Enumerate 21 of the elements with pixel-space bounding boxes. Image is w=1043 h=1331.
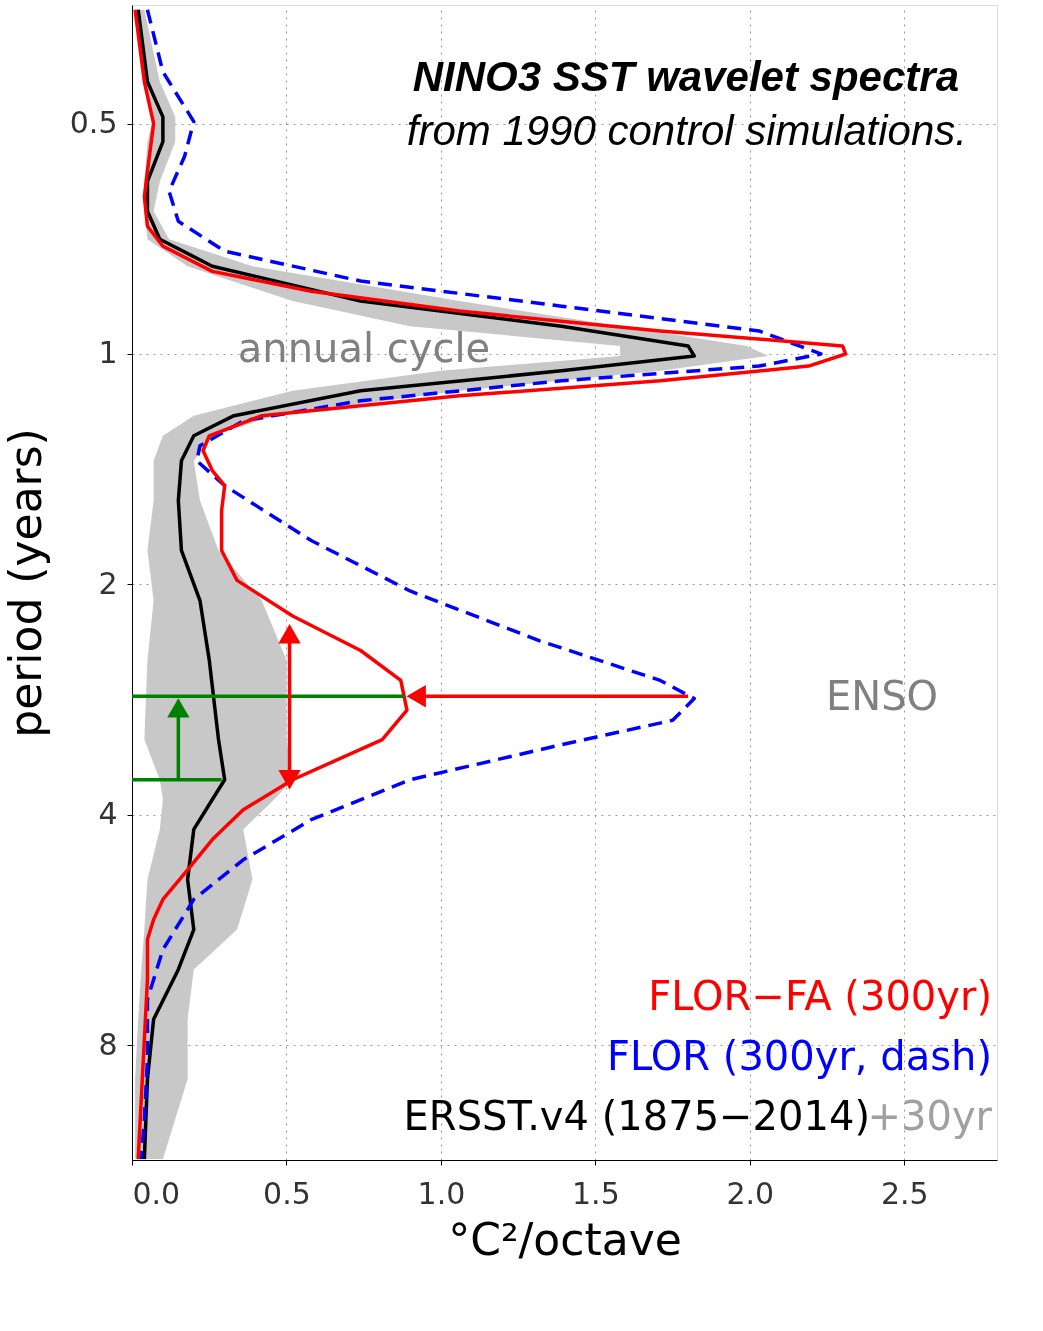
annotation: +30yr <box>867 1093 993 1139</box>
annotation: ENSO <box>825 673 939 719</box>
x-tick-label: 2.0 <box>726 1175 775 1211</box>
y-tick-label: 2 <box>98 565 118 601</box>
y-tick-label: 0.5 <box>69 105 118 141</box>
x-tick-label: 2.5 <box>880 1175 929 1211</box>
text: FLOR−FA (300yr) <box>648 973 992 1019</box>
y-tick-label: 1 <box>98 335 118 371</box>
x-tick-label: 0.5 <box>263 1175 311 1211</box>
x-axis-title: °C²/octave <box>448 1213 682 1265</box>
text: NINO3 SST wavelet spectra <box>412 53 959 100</box>
text: from 1990 control simulations. <box>406 107 967 154</box>
text: FLOR (300yr, dash) <box>606 1033 992 1079</box>
text: ERSST.v4 (1875−2014) <box>403 1093 870 1139</box>
x-tick-label: 1.5 <box>572 1175 620 1211</box>
y-axis-title: period (years) <box>0 428 51 738</box>
x-tick-label: 1.0 <box>417 1175 466 1211</box>
y-tick-label: 4 <box>98 796 118 832</box>
annotation: annual cycle <box>237 325 491 371</box>
y-tick-label: 8 <box>98 1026 118 1062</box>
x-tick-label: 0.0 <box>132 1175 181 1211</box>
